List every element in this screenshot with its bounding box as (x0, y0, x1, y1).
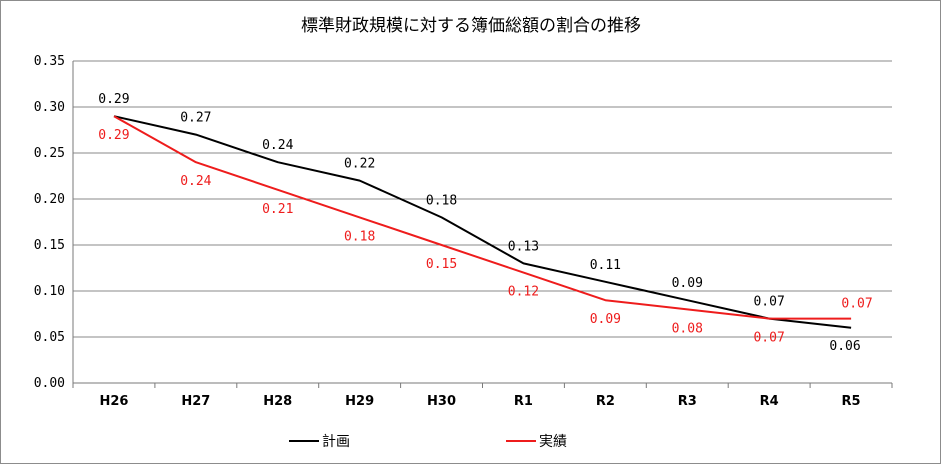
actual-data-label: 0.29 (98, 128, 129, 143)
actual-data-label: 0.12 (508, 285, 539, 300)
x-tick-label: H28 (263, 394, 292, 409)
legend-actual-label: 実績 (539, 434, 567, 450)
x-tick-label: R4 (760, 394, 779, 409)
plan-data-label: 0.09 (672, 276, 703, 291)
actual-data-label: 0.08 (672, 321, 703, 336)
x-tick-label: R1 (514, 394, 533, 409)
x-tick-label: R5 (842, 394, 861, 409)
actual-data-label: 0.24 (180, 174, 211, 189)
y-tick-label: 0.05 (34, 330, 65, 345)
x-tick-label: H30 (427, 394, 456, 409)
y-tick-label: 0.20 (34, 192, 65, 207)
x-tick-label: H29 (345, 394, 374, 409)
plan-data-label: 0.11 (590, 258, 621, 273)
legend: 計画 実績 (289, 434, 567, 450)
y-tick-label: 0.30 (34, 100, 65, 115)
plan-data-label: 0.07 (753, 295, 784, 310)
plan-data-label: 0.24 (262, 138, 293, 153)
y-tick-label: 0.00 (34, 376, 65, 391)
actual-data-label: 0.07 (753, 331, 784, 346)
actual-data-label: 0.07 (841, 297, 872, 312)
plan-data-label: 0.22 (344, 157, 375, 172)
plan-data-label: 0.18 (426, 193, 457, 208)
chart-title: 標準財政規模に対する簿価総額の割合の推移 (301, 16, 641, 36)
x-tick-label: R3 (678, 394, 697, 409)
y-tick-label: 0.25 (34, 146, 65, 161)
plan-data-label: 0.29 (98, 92, 129, 107)
x-tick-label: R2 (596, 394, 615, 409)
plan-data-label: 0.13 (508, 239, 539, 254)
actual-data-label: 0.09 (590, 312, 621, 327)
plan-data-label: 0.06 (829, 339, 860, 354)
gridlines (73, 60, 892, 338)
actual-data-label: 0.18 (344, 229, 375, 244)
actual-data-label: 0.15 (426, 257, 457, 272)
axes: 0.00 0.05 0.10 0.15 0.20 0.25 0.30 0.35 H26 H27 H2… (34, 54, 893, 409)
plan-data-label: 0.27 (180, 111, 211, 126)
legend-plan-label: 計画 (322, 434, 350, 450)
plan-series-line (113, 115, 852, 329)
actual-series-line (113, 115, 852, 320)
x-tick-label: H26 (99, 394, 128, 409)
y-tick-label: 0.15 (34, 238, 65, 253)
x-tick-label: H27 (181, 394, 210, 409)
actual-data-label: 0.21 (262, 202, 293, 217)
data-labels: 0.29 0.27 0.24 0.22 0.18 0.13 0.11 0.09 0.07 0.06… (98, 92, 872, 354)
y-tick-label: 0.35 (34, 54, 65, 69)
y-tick-label: 0.10 (34, 284, 65, 299)
series-layer (113, 115, 852, 329)
